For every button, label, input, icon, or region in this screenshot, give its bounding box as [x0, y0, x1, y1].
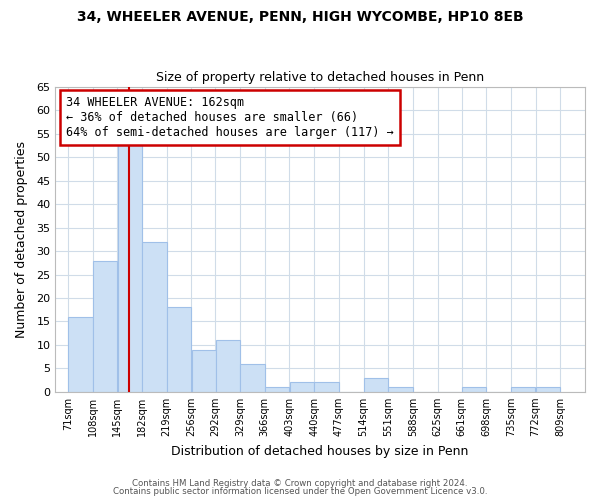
Bar [290, 382, 314, 392]
X-axis label: Distribution of detached houses by size in Penn: Distribution of detached houses by size … [172, 444, 469, 458]
Bar [167, 308, 191, 392]
Bar [240, 364, 265, 392]
Bar [93, 260, 117, 392]
Bar [462, 387, 486, 392]
Bar [118, 144, 142, 392]
Bar [511, 387, 535, 392]
Bar [265, 387, 289, 392]
Text: 34 WHEELER AVENUE: 162sqm
← 36% of detached houses are smaller (66)
64% of semi-: 34 WHEELER AVENUE: 162sqm ← 36% of detac… [66, 96, 394, 139]
Text: Contains HM Land Registry data © Crown copyright and database right 2024.: Contains HM Land Registry data © Crown c… [132, 478, 468, 488]
Text: 34, WHEELER AVENUE, PENN, HIGH WYCOMBE, HP10 8EB: 34, WHEELER AVENUE, PENN, HIGH WYCOMBE, … [77, 10, 523, 24]
Bar [68, 317, 92, 392]
Bar [364, 378, 388, 392]
Bar [215, 340, 240, 392]
Bar [388, 387, 413, 392]
Bar [142, 242, 167, 392]
Text: Contains public sector information licensed under the Open Government Licence v3: Contains public sector information licen… [113, 487, 487, 496]
Bar [536, 387, 560, 392]
Bar [191, 350, 216, 392]
Bar [314, 382, 338, 392]
Title: Size of property relative to detached houses in Penn: Size of property relative to detached ho… [156, 72, 484, 85]
Y-axis label: Number of detached properties: Number of detached properties [15, 141, 28, 338]
